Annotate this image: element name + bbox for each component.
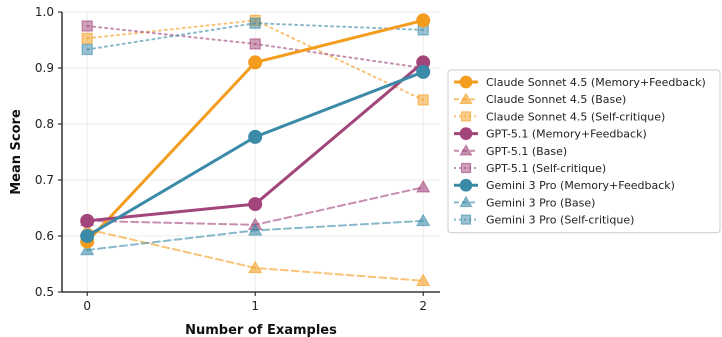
data-point — [248, 55, 263, 70]
legend-label: GPT-5.1 (Memory+Feedback) — [486, 128, 647, 141]
axes — [61, 12, 440, 293]
data-point — [248, 129, 263, 144]
series-gpt-memory — [80, 55, 431, 228]
legend-marker — [459, 127, 473, 140]
legend-box — [447, 69, 721, 234]
legend-marker — [460, 214, 472, 225]
data-point — [80, 229, 95, 243]
y-tick-label: 0.9 — [35, 61, 54, 75]
legend-item: Gemini 3 Pro (Memory+Feedback) — [454, 178, 675, 192]
y-tick-label: 0.8 — [35, 117, 54, 131]
data-point — [416, 273, 431, 287]
data-point — [249, 17, 261, 29]
ticks: 0.5 0.6 0.7 0.8 0.9 1.0 0 1 2 — [35, 5, 427, 313]
x-tick-label: 1 — [251, 299, 259, 313]
series-layer — [80, 13, 431, 287]
legend-item: GPT-5.1 (Memory+Feedback) — [454, 127, 647, 141]
legend-label: GPT-5.1 (Base) — [486, 145, 567, 158]
legend-label: Gemini 3 Pro (Base) — [486, 196, 595, 209]
legend-label: Claude Sonnet 4.5 (Self-critique) — [486, 110, 665, 123]
legend-marker — [459, 195, 473, 208]
legend-item: Claude Sonnet 4.5 (Self-critique) — [454, 110, 665, 123]
grid — [62, 11, 440, 293]
data-point — [416, 64, 431, 79]
data-point — [248, 197, 263, 212]
y-tick-label: 1.0 — [35, 5, 54, 19]
legend-item: Claude Sonnet 4.5 (Memory+Feedback) — [454, 75, 706, 89]
legend-label: Claude Sonnet 4.5 (Base) — [486, 93, 626, 106]
series-gemini-memory — [80, 64, 431, 243]
data-point — [248, 223, 263, 236]
data-point — [248, 260, 263, 274]
legend-marker — [460, 162, 472, 174]
data-point — [80, 242, 95, 256]
data-point — [416, 13, 431, 28]
y-tick-label: 0.7 — [35, 173, 54, 187]
data-point — [81, 43, 93, 56]
legend-marker — [460, 111, 472, 122]
data-point — [81, 20, 93, 32]
x-tick-label: 0 — [83, 299, 91, 313]
data-point — [416, 213, 431, 227]
data-point — [417, 94, 429, 106]
legend-label: Gemini 3 Pro (Memory+Feedback) — [486, 179, 675, 192]
data-point — [80, 213, 95, 228]
legend-marker — [459, 92, 473, 104]
series-gemini-base — [80, 213, 431, 256]
legend-marker — [459, 178, 473, 192]
legend-label: Claude Sonnet 4.5 (Memory+Feedback) — [486, 76, 706, 89]
data-point — [416, 179, 431, 193]
legend-item: GPT-5.1 (Self-critique) — [454, 162, 606, 175]
legend: Claude Sonnet 4.5 (Memory+Feedback) Claud… — [447, 69, 721, 234]
legend-label: Gemini 3 Pro (Self-critique) — [486, 214, 634, 227]
y-axis-label: Mean Score — [9, 109, 24, 195]
legend-label: GPT-5.1 (Self-critique) — [486, 162, 606, 175]
data-point — [81, 32, 93, 44]
legend-item: Claude Sonnet 4.5 (Base) — [454, 92, 626, 106]
legend-marker — [459, 144, 473, 156]
x-axis-label: Number of Examples — [185, 323, 337, 337]
legend-item: Gemini 3 Pro (Base) — [454, 195, 595, 209]
y-tick-label: 0.6 — [35, 229, 54, 243]
legend-item: Gemini 3 Pro (Self-critique) — [454, 214, 634, 227]
legend-item: GPT-5.1 (Base) — [454, 144, 567, 158]
x-tick-label: 2 — [419, 299, 427, 313]
y-tick-label: 0.5 — [35, 285, 54, 299]
data-point — [249, 38, 261, 50]
legend-marker — [459, 75, 473, 89]
